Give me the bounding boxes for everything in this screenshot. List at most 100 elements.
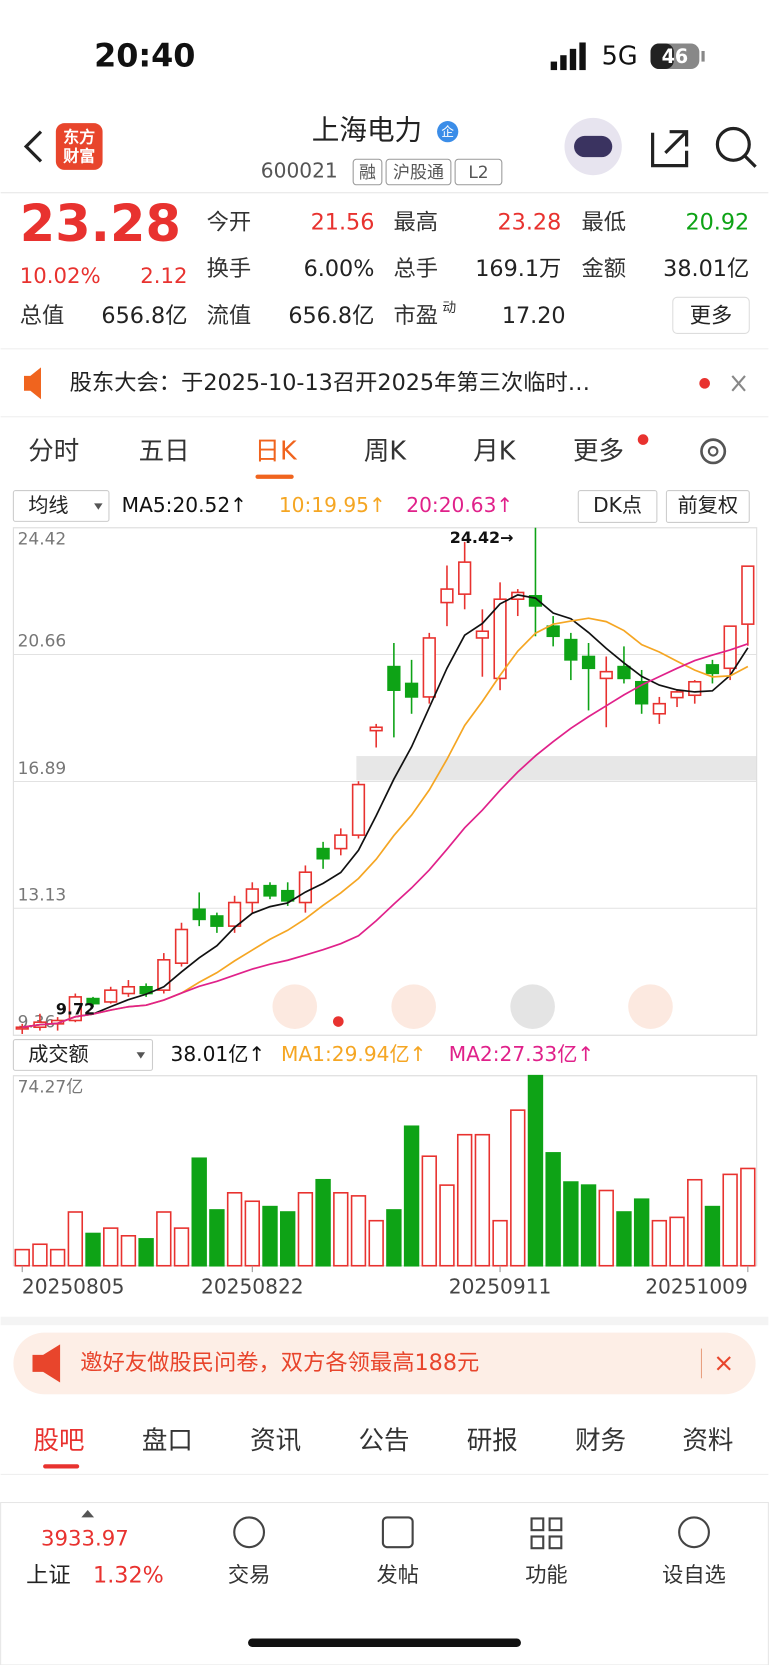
selector-text: 成交额 — [28, 1042, 88, 1066]
candle-body — [599, 670, 613, 680]
ma-legend: 10:19.95↑ — [279, 493, 386, 517]
candle-body — [564, 638, 578, 661]
y-tick-label: 74.27亿 — [18, 1077, 84, 1097]
trade-icon[interactable] — [233, 1516, 266, 1549]
volume-bar — [545, 1152, 561, 1267]
home-indicator — [248, 1638, 521, 1647]
field-value: 656.8亿 — [101, 303, 187, 329]
chart-tab: 五日 — [139, 436, 190, 466]
button-text: DK点 — [593, 493, 642, 517]
volume-bar — [173, 1227, 190, 1267]
ma-line — [22, 593, 749, 1029]
high-annotation: 24.42→ — [450, 528, 514, 547]
promo-close[interactable] — [716, 1356, 731, 1371]
candle-body — [68, 996, 82, 1022]
bottom-nav — [0, 1502, 769, 1665]
candle-body — [192, 908, 206, 921]
volume-bar — [14, 1248, 30, 1267]
divider — [0, 192, 769, 194]
field-label: 最低 — [581, 209, 626, 235]
ma-selector[interactable] — [12, 490, 110, 522]
tag: 沪股通 — [393, 163, 444, 183]
content-tab: 盘口 — [142, 1426, 193, 1456]
x-tick-label: 20250911 — [449, 1275, 552, 1299]
volume-bar — [244, 1200, 260, 1267]
volume-bar — [527, 1074, 544, 1267]
candle-body — [263, 884, 277, 897]
battery-tip — [701, 50, 705, 62]
chart-control[interactable] — [272, 984, 318, 1029]
volume-bar — [704, 1205, 721, 1267]
volume-bar — [350, 1195, 367, 1267]
settings-button[interactable] — [700, 438, 727, 465]
candle-body — [581, 655, 596, 670]
tab-dot — [637, 434, 649, 445]
candle-body — [210, 915, 224, 927]
field-label: 总值 — [20, 303, 65, 329]
chart-control[interactable] — [391, 984, 437, 1029]
candle-body — [493, 598, 507, 680]
volume-legend: 38.01亿↑ — [171, 1042, 266, 1066]
volume-bar — [598, 1189, 614, 1267]
badge: 企 — [441, 124, 454, 140]
more-button[interactable] — [672, 296, 750, 334]
nav-arrow — [81, 1509, 95, 1518]
more-button-text: 更多 — [690, 303, 732, 328]
promo-banner[interactable] — [13, 1332, 756, 1395]
adjust-button[interactable] — [665, 490, 750, 523]
candle-body — [741, 565, 755, 625]
volume-bar — [297, 1192, 314, 1267]
candle-body — [440, 588, 454, 604]
candle-body — [670, 691, 684, 699]
volume-bar — [67, 1211, 84, 1267]
candle-body — [617, 665, 631, 680]
x-tick-label: 20251009 — [645, 1275, 748, 1299]
dk-button[interactable] — [577, 490, 658, 523]
volume-bar — [492, 1219, 508, 1267]
candle-body — [546, 625, 560, 638]
volume-bar — [49, 1248, 66, 1267]
volume-bar — [103, 1227, 119, 1267]
post-icon[interactable] — [381, 1516, 414, 1549]
volume-bar — [474, 1133, 491, 1267]
volume-bar — [156, 1211, 172, 1267]
y-tick-label: 24.42 — [18, 529, 67, 549]
chart-control[interactable] — [510, 984, 555, 1029]
ma-legend: MA5:20.52↑ — [122, 493, 247, 517]
share-button[interactable] — [651, 130, 689, 168]
y-tick-label: 16.89 — [18, 759, 67, 779]
volume-bar — [279, 1211, 296, 1267]
candle-body — [351, 783, 366, 836]
candle-body — [227, 901, 242, 927]
content-tab: 资料 — [682, 1426, 733, 1456]
field-value: 656.8亿 — [288, 303, 374, 329]
candle-body — [245, 888, 259, 904]
candle-body — [281, 889, 295, 902]
volume-bar — [633, 1198, 650, 1267]
nav-item: 发帖 — [377, 1563, 419, 1588]
watchlist-icon[interactable] — [678, 1516, 710, 1549]
volume-bar — [439, 1184, 455, 1267]
volume-bar — [669, 1216, 685, 1267]
volume-bar — [138, 1238, 154, 1267]
field-value: 23.28 — [498, 209, 562, 235]
volume-bar — [368, 1219, 384, 1267]
function-icon[interactable] — [530, 1517, 563, 1550]
candle-body — [635, 680, 649, 705]
candle-body — [157, 959, 171, 991]
search-handle — [743, 154, 757, 168]
close-notice[interactable] — [731, 375, 746, 392]
volume-selector[interactable] — [12, 1039, 154, 1071]
back-button[interactable] — [23, 130, 43, 163]
megaphone — [32, 1344, 61, 1383]
button-text: 前复权 — [678, 493, 738, 517]
notice-text: 股东大会：于2025-10-13召开2025年第三次临时… — [70, 370, 590, 396]
content-tab: 股吧 — [34, 1426, 85, 1456]
low-annotation: 9.72 — [56, 999, 95, 1018]
chart-control[interactable] — [628, 984, 673, 1029]
field-sup: 动 — [442, 300, 456, 316]
search-button[interactable] — [715, 126, 751, 162]
candle-body — [104, 989, 118, 1003]
tag-box — [352, 158, 383, 186]
